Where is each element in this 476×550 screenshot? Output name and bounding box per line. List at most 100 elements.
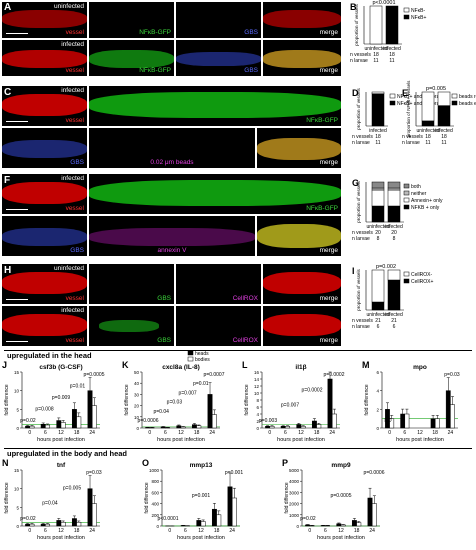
x-tick-label: 18 [74, 430, 80, 436]
category-label: infected [385, 312, 403, 318]
bar-segment [385, 5, 399, 45]
y-axis-label: fold difference [284, 482, 290, 514]
x-tick-label: 12 [58, 430, 64, 436]
bar [76, 522, 82, 527]
footer-value: 20 [391, 230, 397, 236]
micrograph-h-infected-cellrox: CellROX [176, 306, 261, 346]
channel-label: GBS [157, 336, 171, 344]
x-tick-label: 12 [58, 528, 64, 534]
panel-letter: P [282, 458, 288, 468]
y-tick-label: 20 [134, 404, 140, 409]
micrograph-c-beads: 0.02 μm beads [89, 128, 255, 168]
x-tick-label: 6 [324, 528, 327, 534]
channel-label: CellROX [232, 336, 258, 344]
micrograph-c-merge: merge [257, 128, 341, 168]
micrograph-h-infected-merge: merge [263, 306, 341, 346]
bar [71, 518, 77, 527]
p-value: p=0.01 [193, 381, 209, 387]
legend-swatch [403, 183, 410, 189]
x-tick-label: 18 [214, 528, 220, 534]
chart-title: il1β [295, 364, 306, 371]
legend-swatch [403, 204, 410, 210]
footer-label: n larvae [352, 140, 370, 146]
footer-value: 18 [441, 134, 447, 140]
legend-label: heads [195, 351, 209, 357]
x-tick-label: 24 [209, 430, 215, 436]
bar [40, 424, 46, 429]
bar [325, 525, 331, 527]
y-tick-label: 10 [14, 389, 20, 394]
footer-value: 18 [389, 52, 395, 58]
bar-segment [387, 181, 401, 189]
section-head-upregulated-body-head: upregulated in the body and head [4, 448, 472, 458]
y-tick-label: 12 [254, 384, 260, 389]
y-tick-label: 0 [376, 426, 379, 431]
p-value: p=0.03 [444, 372, 460, 378]
y-tick-label: 0 [156, 524, 159, 529]
bar [180, 426, 186, 429]
footer-label: n larvae [350, 58, 368, 64]
footer-value: 18 [425, 134, 431, 140]
channel-label: merge [319, 246, 338, 254]
panel-letter: A [4, 2, 12, 13]
y-axis-label: fold difference [144, 482, 150, 514]
scale-bar [6, 32, 28, 34]
micrograph-a-infected-merge: merge [263, 40, 341, 76]
p-value: p=0.01 [70, 384, 86, 390]
p-value: p=0.0007 [204, 372, 225, 378]
x-tick-label: 0 [308, 528, 311, 534]
y-axis-label: proportion of vessels [356, 87, 361, 129]
x-tick-label: 12 [417, 430, 423, 436]
bar [351, 520, 357, 527]
row-label: infected [61, 175, 84, 182]
footer-value: 11 [375, 140, 380, 146]
footer-value: 21 [391, 318, 397, 324]
footer-label: n vessels [402, 134, 423, 140]
bar [76, 416, 82, 429]
legend-label: CellROX- [411, 272, 432, 278]
p-value: p=0.007 [178, 390, 196, 396]
bar-segment [387, 269, 401, 281]
bar [404, 413, 410, 429]
channel-label: vessel [65, 116, 84, 124]
micrograph-a-infected-nfkb: NFκB-GFP [89, 40, 174, 76]
panel-letter: C [4, 87, 12, 98]
channel-label: NFκB-GFP [306, 116, 338, 124]
micrograph-c-nfkb: NFκB-GFP [89, 86, 341, 126]
section-head-upregulated-head: upregulated in the head [4, 350, 472, 360]
footer-value: 21 [375, 318, 381, 324]
legend-swatch [403, 271, 410, 277]
y-tick-label: 1000 [289, 513, 300, 518]
scale-bar [6, 208, 28, 210]
bar [300, 426, 306, 429]
channel-label: GBS [244, 28, 258, 36]
y-tick-label: 14 [254, 377, 260, 382]
category-label: uninfected [416, 128, 439, 134]
legend-swatch [451, 100, 458, 106]
legend-label: NFKB + only [411, 205, 440, 211]
row-label: infected [61, 87, 84, 94]
y-tick-label: 40 [134, 381, 140, 386]
x-axis-label: hours post infection [396, 437, 444, 443]
bar [371, 503, 377, 527]
legend-label: beads escaped [459, 101, 476, 107]
x-tick-label: 24 [89, 528, 95, 534]
x-axis-label: hours post infection [277, 437, 325, 443]
legend-label: both [411, 184, 421, 190]
panel-letter: O [142, 458, 149, 468]
p-value: p=0.005 [426, 86, 446, 92]
x-tick-label: 6 [403, 430, 406, 436]
bar [149, 427, 155, 429]
p-value: p=0.008 [35, 407, 53, 413]
y-tick-label: 0 [16, 524, 19, 529]
x-tick-label: 6 [44, 430, 47, 436]
x-tick-label: 18 [354, 528, 360, 534]
bar [211, 508, 217, 527]
legend-swatch [403, 197, 410, 203]
x-tick-label: 24 [448, 430, 454, 436]
